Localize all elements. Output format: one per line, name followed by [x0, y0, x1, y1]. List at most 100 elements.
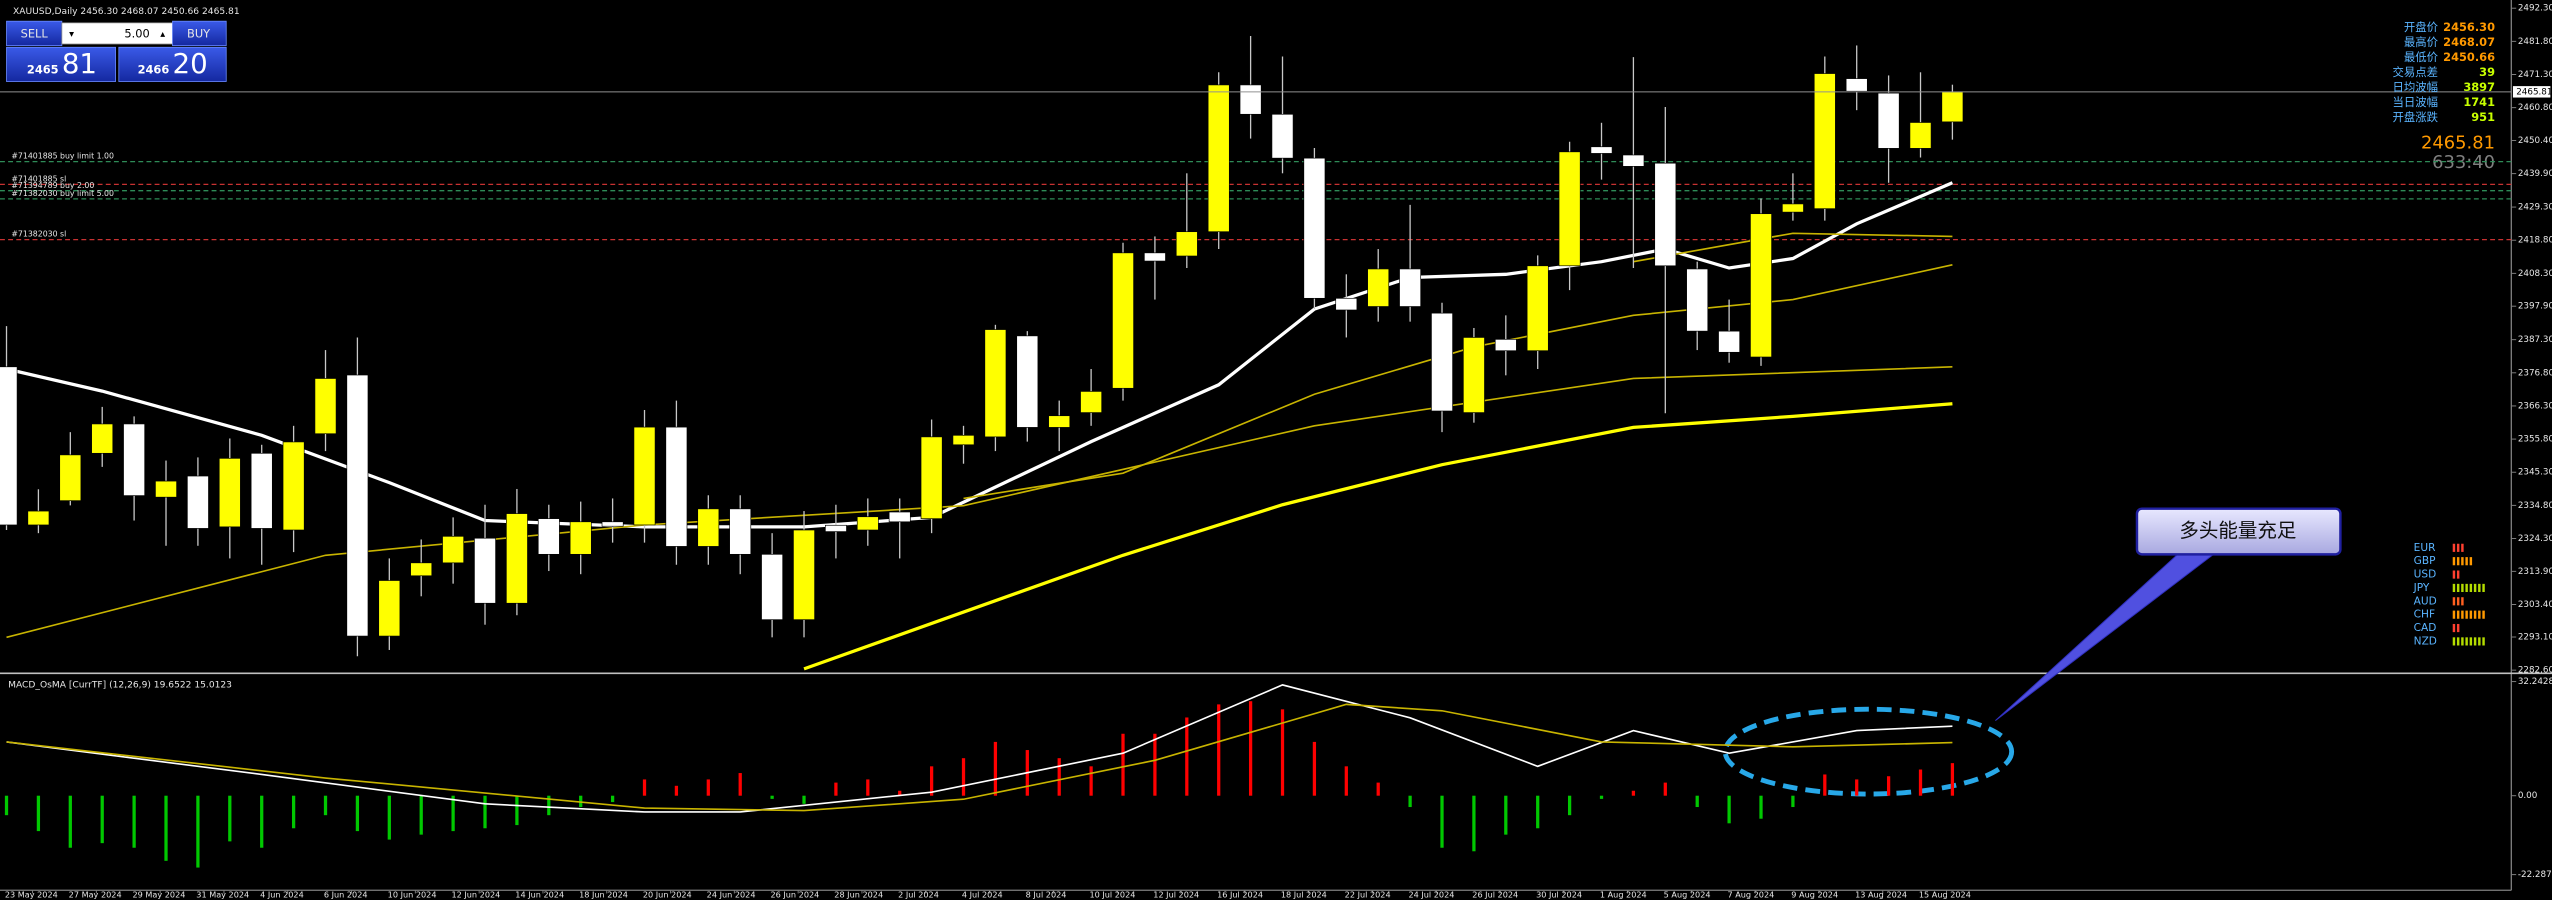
- osma-bar: [1185, 717, 1189, 796]
- bar-countdown: 633:40: [2432, 152, 2495, 173]
- lot-input[interactable]: [61, 22, 173, 45]
- candle-body: [1590, 146, 1613, 154]
- osma-bar: [36, 795, 41, 832]
- strength-tick: [2465, 583, 2468, 593]
- buy-button[interactable]: [172, 20, 227, 47]
- x-tick-label: 12 Jun 2024: [451, 890, 500, 900]
- candle-body: [825, 524, 847, 532]
- candle-body: [1686, 268, 1709, 332]
- strength-tick: [2482, 610, 2485, 619]
- candle-body: [1558, 151, 1581, 267]
- osma-bar: [1855, 779, 1859, 796]
- strength-tick: [2452, 637, 2456, 646]
- sell-button[interactable]: [6, 20, 63, 47]
- y-tick-label: 2408.30: [2518, 269, 2552, 279]
- y-tick-label: 2313.90: [2518, 567, 2552, 577]
- candle-body: [952, 434, 975, 446]
- strength-tick: [2482, 583, 2485, 593]
- sell-price-box[interactable]: [6, 46, 116, 82]
- price-tag: [2512, 86, 2551, 98]
- strength-tick: [2469, 557, 2473, 566]
- candle-body: [1335, 297, 1358, 311]
- osma-bar: [1376, 782, 1380, 796]
- osma-bar: [929, 766, 934, 796]
- strength-tick: [2452, 610, 2456, 619]
- x-tick-label: 10 Jul 2024: [1089, 890, 1135, 900]
- osma-bar: [866, 779, 870, 796]
- candle-body: [761, 553, 784, 620]
- y-tick-label: 2366.30: [2518, 401, 2552, 411]
- candle-body: [250, 452, 273, 529]
- x-tick-label: 1 Aug 2024: [1600, 890, 1647, 900]
- x-tick-label: 31 May 2024: [196, 890, 249, 900]
- info-value: 951: [2471, 110, 2495, 124]
- osma-bar: [834, 782, 838, 796]
- candle-body: [218, 458, 241, 528]
- osma-bar: [1312, 741, 1317, 796]
- osma-bar: [770, 795, 774, 799]
- candle-body: [697, 508, 720, 547]
- osma-bar: [100, 795, 104, 844]
- y-tick-label: 32.2428: [2518, 677, 2552, 687]
- candle-body: [1239, 84, 1262, 115]
- osma-bar: [1695, 795, 1699, 808]
- lot-down[interactable]: ▾: [69, 29, 74, 40]
- candle-body: [1782, 203, 1804, 213]
- osma-bar: [961, 758, 966, 796]
- x-tick-label: 4 Jun 2024: [260, 890, 304, 900]
- strength-tick: [2452, 543, 2456, 552]
- osma-bar: [387, 795, 391, 840]
- x-tick-label: 26 Jun 2024: [770, 890, 819, 900]
- currency-name: AUD: [2414, 595, 2437, 607]
- osma-bar: [291, 795, 296, 829]
- strength-tick: [2461, 610, 2464, 619]
- candle-body: [282, 441, 305, 531]
- annotation-box: [2135, 507, 2342, 556]
- candle-body: [633, 426, 656, 526]
- strength-tick: [2456, 597, 2460, 606]
- candle-body: [378, 580, 401, 637]
- candle-body: [59, 454, 82, 501]
- x-tick-label: 27 May 2024: [69, 890, 122, 900]
- osma-bar: [1631, 790, 1636, 796]
- currency-name: GBP: [2414, 555, 2436, 567]
- x-tick-label: 18 Jun 2024: [579, 890, 628, 900]
- x-tick-label: 28 Jun 2024: [834, 890, 883, 900]
- y-tick-label: 2418.80: [2518, 236, 2552, 246]
- strength-tick: [2452, 570, 2456, 579]
- indicator-title: MACD_OsMA [CurrTF] (12,26,9) 19.6522 15.…: [8, 680, 232, 690]
- candle-body: [474, 537, 496, 604]
- y-tick-label: 2303.40: [2518, 600, 2552, 610]
- strength-tick: [2456, 557, 2460, 566]
- buy-price-box[interactable]: [118, 46, 227, 82]
- candle-body: [314, 378, 337, 435]
- candle-body: [1112, 252, 1134, 389]
- osma-bar: [1440, 795, 1444, 848]
- osma-bar: [323, 795, 328, 816]
- candle-body: [920, 436, 943, 519]
- y-tick-label: 2345.30: [2518, 468, 2552, 478]
- info-label: 当日波幅: [2393, 95, 2439, 109]
- candle-body: [729, 508, 752, 555]
- candle-body: [1622, 154, 1645, 167]
- strength-tick: [2452, 583, 2456, 593]
- osma-bar: [610, 795, 615, 803]
- annotation-text: 多头能量充足: [2179, 519, 2296, 542]
- candle-body: [1207, 84, 1230, 233]
- candle-body: [123, 423, 146, 496]
- osma-bar: [1950, 763, 1955, 796]
- moving-average: [6, 181, 1954, 529]
- candle-body: [346, 374, 369, 637]
- y-tick-label: 2387.30: [2518, 335, 2552, 345]
- osma-bar: [1153, 733, 1157, 796]
- info-value: 2450.66: [2443, 50, 2495, 64]
- lot-up[interactable]: ▴: [160, 29, 165, 40]
- osma-bar: [1344, 766, 1348, 796]
- sell-label: SELL: [21, 27, 49, 41]
- candle-body: [0, 366, 18, 526]
- osma-bar: [228, 795, 232, 842]
- candle-body: [506, 513, 528, 604]
- x-tick-label: 8 Jul 2024: [1026, 890, 1067, 900]
